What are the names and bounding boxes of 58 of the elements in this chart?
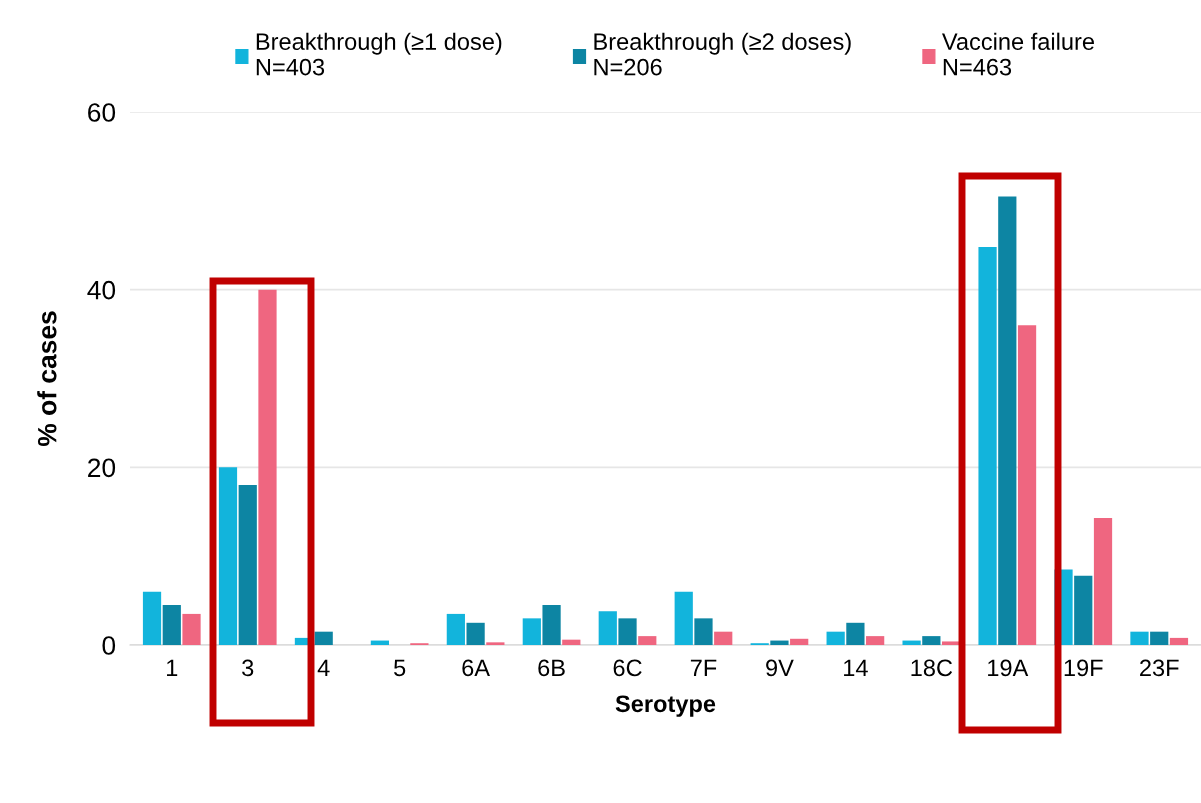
x-tick-label: 18C bbox=[911, 659, 953, 677]
x-tick-label: 5 bbox=[394, 659, 406, 677]
bar bbox=[522, 618, 541, 645]
bar bbox=[486, 642, 505, 645]
x-tick-label: 19F bbox=[1064, 659, 1103, 677]
bar bbox=[694, 618, 713, 645]
x-tick-label: 3 bbox=[242, 659, 254, 677]
x-tick-label: 6B bbox=[538, 659, 565, 677]
x-tick-label: 7F bbox=[690, 659, 717, 676]
x-tick-label: 19A bbox=[988, 659, 1029, 677]
bar bbox=[638, 636, 657, 645]
y-tick-label: 40 bbox=[87, 280, 116, 300]
bar bbox=[1169, 637, 1189, 645]
bar bbox=[790, 638, 809, 645]
x-tick-label: 9V bbox=[766, 659, 794, 677]
legend-label: Breakthrough (≥1 dose) N=403 bbox=[256, 32, 502, 76]
x-tick-label: 6A bbox=[462, 659, 490, 677]
bar bbox=[902, 640, 921, 645]
legend-label: Vaccine failure N=463 bbox=[941, 32, 1094, 76]
bar bbox=[1093, 517, 1113, 645]
y-axis-title: % of cases bbox=[37, 311, 57, 447]
bar bbox=[446, 613, 465, 645]
x-axis-title: Serotype bbox=[615, 695, 716, 717]
bar bbox=[770, 640, 789, 645]
x-tick-label: 4 bbox=[317, 659, 330, 676]
x-tick-label: 6C bbox=[613, 659, 642, 677]
bar bbox=[846, 622, 865, 645]
bar bbox=[238, 485, 257, 645]
bar bbox=[1150, 631, 1169, 645]
bar bbox=[998, 196, 1017, 645]
bar bbox=[258, 289, 277, 645]
bar bbox=[1074, 575, 1093, 645]
y-tick-label: 60 bbox=[88, 103, 116, 122]
bar bbox=[922, 636, 941, 645]
bar bbox=[674, 591, 693, 645]
bar bbox=[218, 467, 238, 645]
bar bbox=[598, 611, 617, 645]
y-tick-label: 0 bbox=[102, 636, 116, 655]
bar bbox=[826, 631, 845, 645]
bar bbox=[1130, 631, 1149, 645]
bar bbox=[618, 618, 637, 645]
bar bbox=[1017, 325, 1037, 645]
bar bbox=[142, 591, 162, 645]
bar bbox=[866, 636, 885, 645]
x-tick-label: 14 bbox=[844, 659, 868, 676]
legend-label: Breakthrough (≥2 doses) N=206 bbox=[594, 32, 851, 76]
bar bbox=[978, 247, 997, 645]
bar bbox=[182, 613, 201, 645]
bar bbox=[162, 605, 181, 645]
bar bbox=[562, 639, 581, 645]
bar bbox=[466, 622, 485, 645]
x-tick-label: 1 bbox=[167, 659, 178, 676]
bar bbox=[941, 641, 961, 645]
bar bbox=[542, 605, 561, 645]
bar bbox=[314, 631, 333, 645]
y-tick-label: 20 bbox=[88, 458, 116, 478]
x-tick-label: 23F bbox=[1140, 659, 1179, 677]
bar bbox=[714, 631, 733, 645]
